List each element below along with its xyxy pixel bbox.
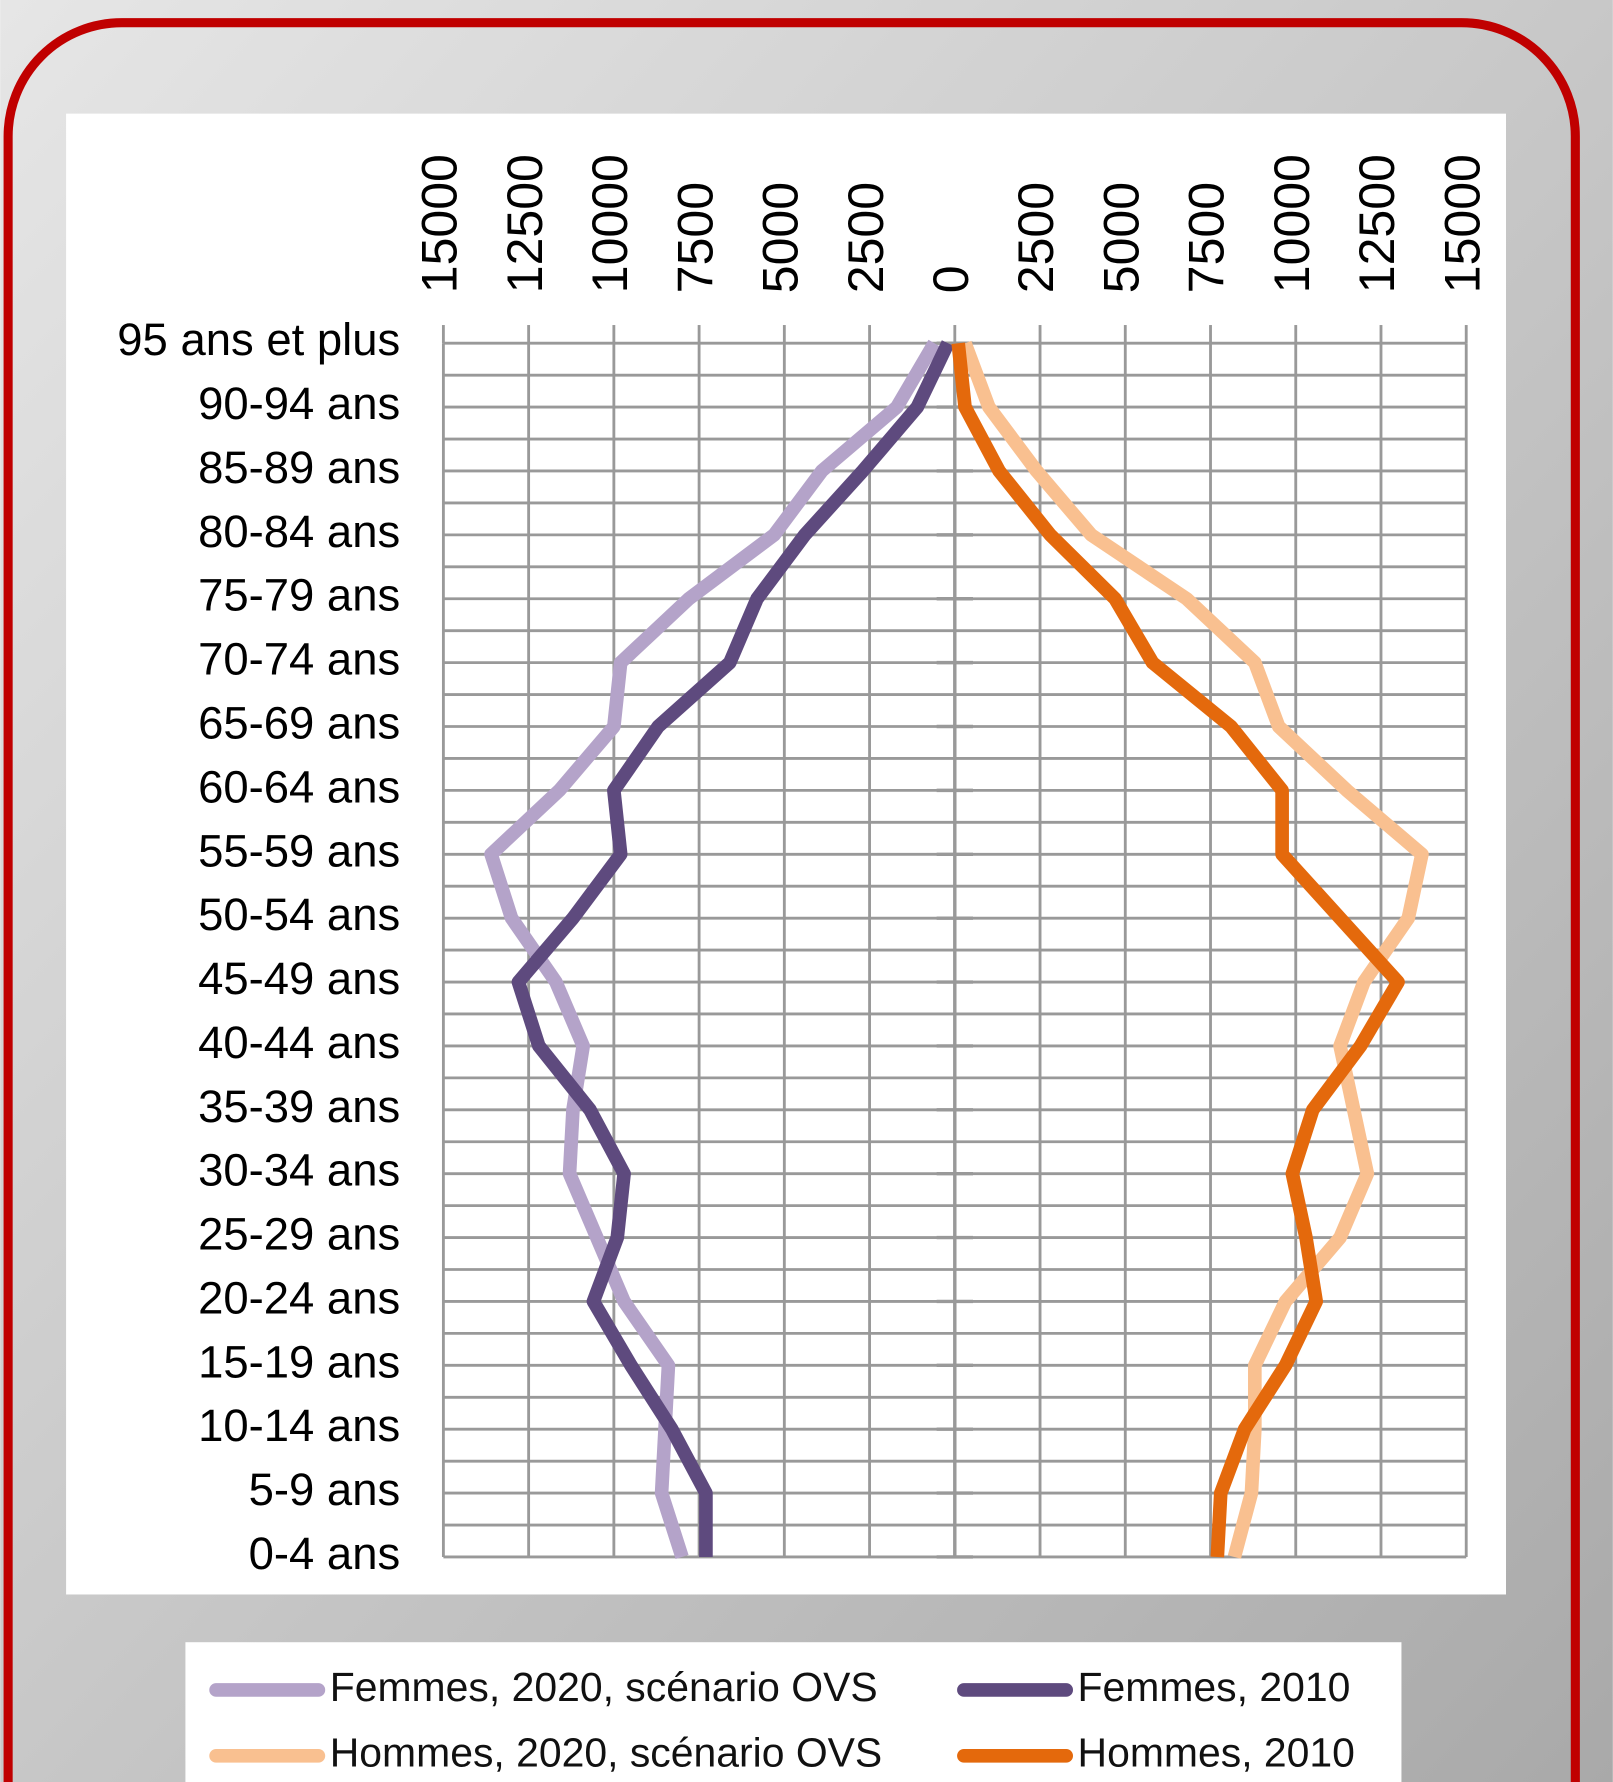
y-tick-label: 45-49 ans [198,953,400,1004]
x-tick-label: 7500 [1179,182,1235,293]
legend-label: Femmes, 2020, scénario OVS [330,1664,878,1710]
y-tick-label: 15-19 ans [198,1336,400,1387]
x-tick-label: 12500 [1349,154,1405,293]
y-tick-label: 55-59 ans [198,825,400,876]
x-tick-label: 12500 [497,154,553,293]
y-tick-label: 85-89 ans [198,442,400,493]
y-tick-label: 60-64 ans [198,761,400,812]
y-tick-label: 0-4 ans [249,1528,401,1579]
y-tick-label: 25-29 ans [198,1209,400,1260]
x-tick-label: 2500 [1008,182,1064,293]
y-tick-label: 70-74 ans [198,634,400,685]
x-tick-label: 15000 [412,154,468,293]
legend [185,1642,1402,1782]
series-line [951,342,1405,1558]
y-tick-label: 75-79 ans [198,570,400,621]
y-tick-label: 5-9 ans [249,1464,401,1515]
y-tick-label: 90-94 ans [198,378,400,429]
x-tick-label: 5000 [753,182,809,293]
y-tick-label: 80-84 ans [198,506,400,557]
legend-label: Hommes, 2010 [1078,1730,1355,1776]
y-tick-label: 95 ans et plus [117,314,400,365]
x-tick-label: 2500 [838,182,894,293]
legend-label: Hommes, 2020, scénario OVS [330,1730,882,1776]
x-tick-label: 15000 [1434,154,1490,293]
y-tick-label: 35-39 ans [198,1081,400,1132]
y-tick-label: 40-44 ans [198,1017,400,1068]
series-line [958,340,1429,1559]
y-tick-label: 65-69 ans [198,698,400,749]
legend-label: Femmes, 2010 [1078,1664,1351,1710]
y-tick-label: 50-54 ans [198,889,400,940]
y-tick-label: 10-14 ans [198,1400,400,1451]
y-tick-label: 30-34 ans [198,1145,400,1196]
series-line [511,340,955,1557]
x-tick-label: 7500 [667,182,723,293]
x-tick-label: 0 [923,265,979,293]
x-tick-label: 5000 [1093,182,1149,293]
x-tick-label: 10000 [1264,154,1320,293]
series-line [484,339,941,1560]
y-tick-label: 20-24 ans [198,1272,400,1323]
x-tick-label: 10000 [582,154,638,293]
frame [3,18,1580,1782]
